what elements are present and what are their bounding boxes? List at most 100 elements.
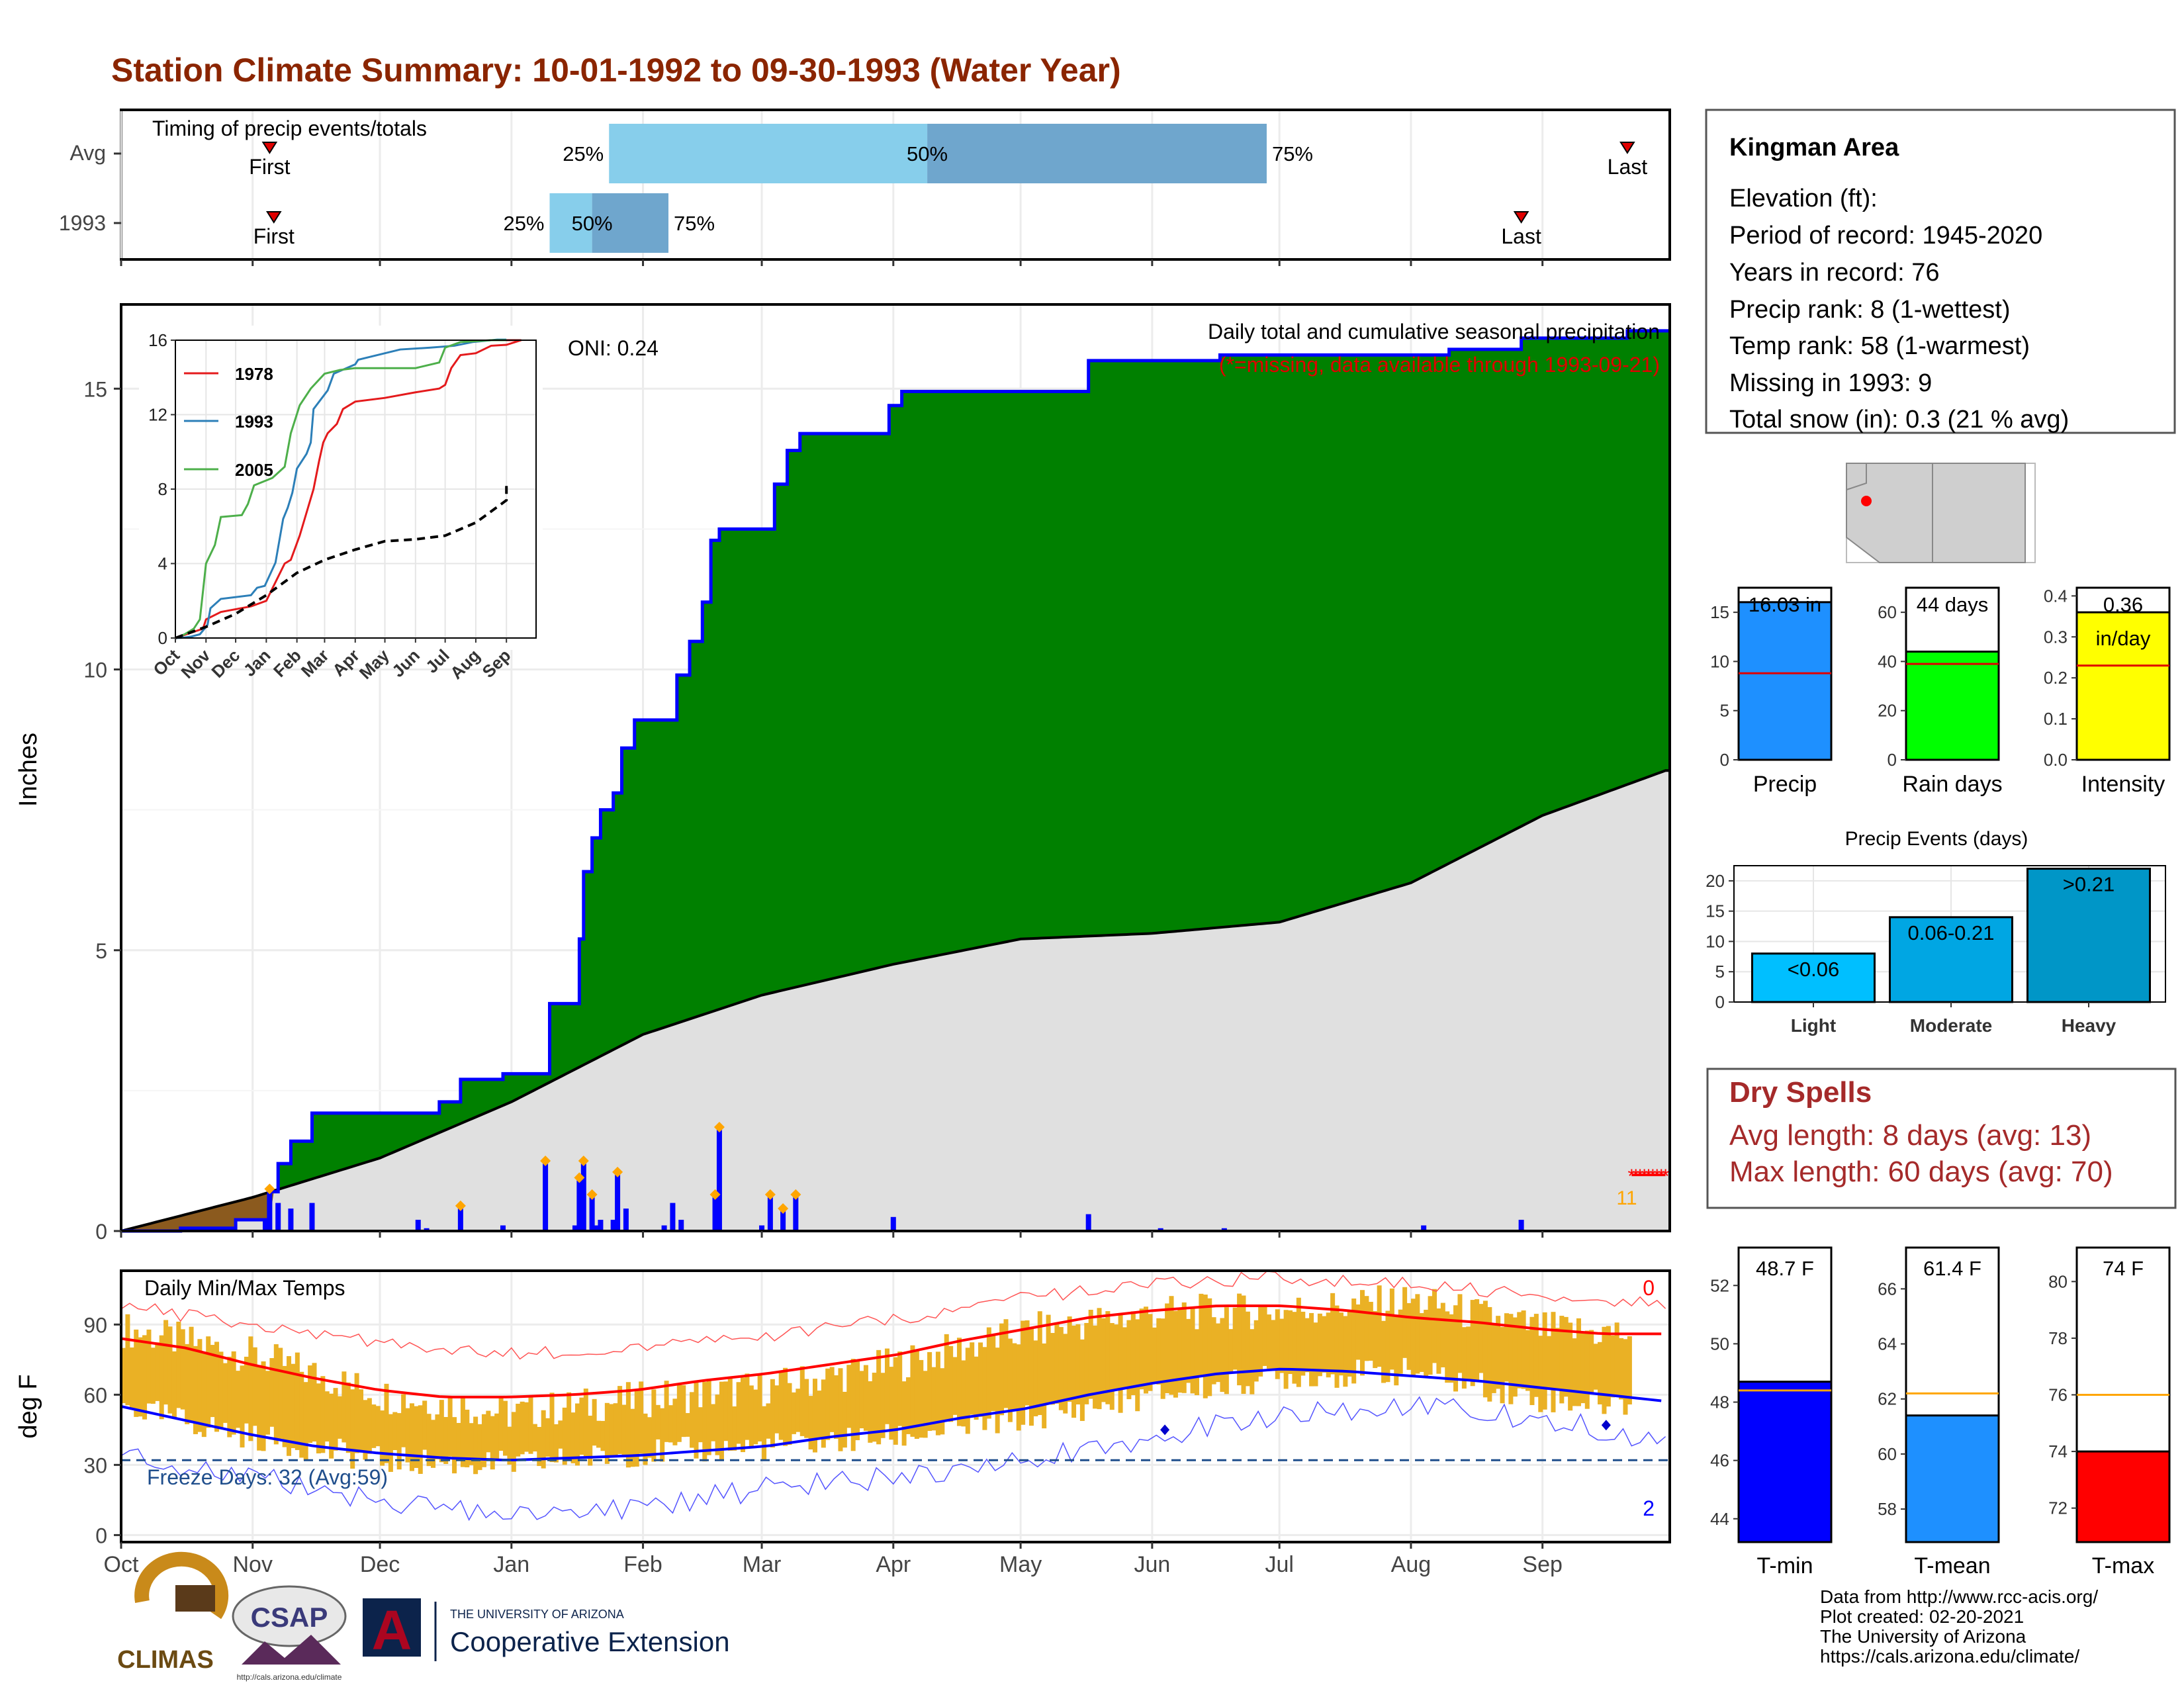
timing-last-marker-Avg xyxy=(1619,142,1635,154)
stat-name-Intensity: Intensity xyxy=(2081,772,2165,797)
temp-range-bar-5 xyxy=(142,1335,148,1420)
timing-bar-q1-1993 xyxy=(549,193,592,253)
temp-range-bar-213 xyxy=(1024,1320,1030,1406)
temp-range-bar-305 xyxy=(1415,1294,1420,1374)
temp-range-bar-234 xyxy=(1114,1324,1119,1391)
temp-range-bar-232 xyxy=(1105,1311,1111,1404)
temp-range-bar-188 xyxy=(919,1359,924,1438)
timing-label: Timing of precip events/totals xyxy=(152,116,427,140)
temp-range-bar-119 xyxy=(625,1382,631,1468)
temp-range-bar-283 xyxy=(1322,1316,1327,1373)
temp-range-bar-203 xyxy=(982,1347,987,1430)
daily-precip-bar-12 xyxy=(580,1164,586,1231)
record-low-marker-1 xyxy=(1601,1420,1611,1431)
temp-range-bar-212 xyxy=(1021,1320,1026,1425)
temp-range-bar-99 xyxy=(541,1410,546,1469)
temp-range-bar-112 xyxy=(596,1420,602,1448)
daily-precip-bars xyxy=(262,1130,1524,1231)
missing-mark-362: * xyxy=(1653,1165,1661,1187)
csap-logo-url: http://cals.arizona.edu/climate xyxy=(237,1672,342,1682)
precip-events-panel: Precip Events (days) <0.06 0.06-0.21 >0.21… xyxy=(1706,828,2166,1036)
temp-range-bar-171 xyxy=(846,1365,852,1428)
events-bar-light xyxy=(1751,952,1876,1003)
temp-range-bar-225 xyxy=(1075,1324,1081,1405)
temp-range-bar-45 xyxy=(312,1363,317,1442)
stat-value-Intensity: 0.36 xyxy=(2103,593,2143,616)
temp-range-bar-44 xyxy=(308,1365,313,1443)
temp-range-bar-268 xyxy=(1258,1306,1263,1377)
temp-range-bar-7 xyxy=(150,1348,156,1404)
timing-bar-q1-Avg xyxy=(609,124,928,183)
temp-range-bar-49 xyxy=(329,1393,334,1459)
record-max-line xyxy=(120,1271,1666,1360)
missing-mark-364: * xyxy=(1662,1165,1670,1187)
events-bar-label-heavy: >0.21 xyxy=(2063,873,2115,896)
temp-range-bar-186 xyxy=(910,1345,915,1437)
temp-range-bar-349 xyxy=(1602,1326,1607,1414)
station-precip-rank: Precip rank: 8 (1-wettest) xyxy=(1729,296,2010,324)
event-marker-0 xyxy=(264,1183,275,1195)
temp-range-bar-325 xyxy=(1500,1327,1505,1404)
temp-range-bar-73 xyxy=(431,1420,436,1468)
temp-range-bar-215 xyxy=(1033,1340,1038,1416)
temp-range-bar-176 xyxy=(868,1381,873,1443)
event-marker-1 xyxy=(455,1200,466,1211)
temp-range-bar-70 xyxy=(418,1405,423,1474)
temp-range-bar-58 xyxy=(367,1398,372,1454)
temp-range-bar-101 xyxy=(549,1393,555,1463)
stat-bar-T-mean xyxy=(1905,1414,2000,1543)
temp-range-bar-319 xyxy=(1475,1299,1480,1382)
temp-range-bar-327 xyxy=(1508,1314,1514,1404)
temp-range-bar-93 xyxy=(516,1403,521,1457)
daily-precip-bar-2 xyxy=(275,1203,281,1231)
stat-bar-T-max xyxy=(2075,1450,2171,1543)
temp-range-bar-248 xyxy=(1173,1310,1178,1398)
temp-range-bar-153 xyxy=(770,1379,775,1448)
temp-range-bar-29 xyxy=(244,1356,249,1424)
stat-ytick-label-T-min-48: 48 xyxy=(1710,1393,1729,1412)
map-state-arizona xyxy=(1846,463,1933,563)
temp-range-bar-335 xyxy=(1542,1312,1547,1410)
temp-range-bar-295 xyxy=(1373,1310,1378,1369)
daily-precip-bar-19 xyxy=(661,1225,667,1231)
temp-range-bar-60 xyxy=(375,1406,381,1447)
temp-range-bar-18 xyxy=(197,1339,203,1432)
temp-range-bar-56 xyxy=(359,1389,364,1453)
temp-range-bar-150 xyxy=(757,1373,762,1441)
temp-range-bar-1 xyxy=(125,1314,130,1406)
temp-range-bar-222 xyxy=(1063,1334,1068,1414)
temp-range-bar-174 xyxy=(859,1371,864,1429)
temp-range-bar-143 xyxy=(727,1377,733,1451)
inset-ytick-label-4: 4 xyxy=(158,554,167,574)
temp-range-bar-47 xyxy=(320,1376,326,1453)
stat-ytick-label-Rain days-40: 40 xyxy=(1878,651,1897,671)
temp-range-bar-328 xyxy=(1512,1317,1518,1397)
temp-range-bar-265 xyxy=(1245,1311,1250,1387)
stat-ytick-label-Intensity-0: 0.0 xyxy=(2044,750,2068,770)
temp-range-bar-61 xyxy=(380,1410,385,1466)
temp-range-bar-287 xyxy=(1338,1312,1343,1376)
map-state-nevada xyxy=(1846,463,1867,491)
temp-range-bar-284 xyxy=(1326,1312,1331,1378)
daily-precip-bar-26 xyxy=(780,1211,786,1231)
month-label-jan: Jan xyxy=(493,1552,529,1577)
temp-range-bar-167 xyxy=(829,1367,835,1432)
temp-range-bar-229 xyxy=(1093,1325,1098,1409)
temp-range-bar-294 xyxy=(1368,1302,1373,1361)
temp-range-bar-90 xyxy=(502,1400,508,1456)
daily-precip-bar-5 xyxy=(415,1220,421,1231)
stat-ytick-label-T-max-76: 76 xyxy=(2048,1385,2068,1405)
locator-map xyxy=(1846,463,2036,563)
temp-range-bar-195 xyxy=(948,1346,954,1422)
credit-plot-created: Plot created: 02-20-2021 xyxy=(1820,1606,2024,1627)
temp-range-bar-206 xyxy=(995,1348,1000,1434)
month-label-mar: Mar xyxy=(743,1552,782,1577)
temp-range-bar-263 xyxy=(1237,1293,1242,1386)
temp-range-bar-31 xyxy=(252,1347,257,1426)
temp-range-bar-146 xyxy=(741,1377,746,1453)
temp-range-bar-316 xyxy=(1461,1327,1467,1389)
temp-range-bar-255 xyxy=(1203,1295,1208,1398)
climas-logo-block xyxy=(175,1585,215,1612)
temp-range-bar-50 xyxy=(333,1388,338,1451)
